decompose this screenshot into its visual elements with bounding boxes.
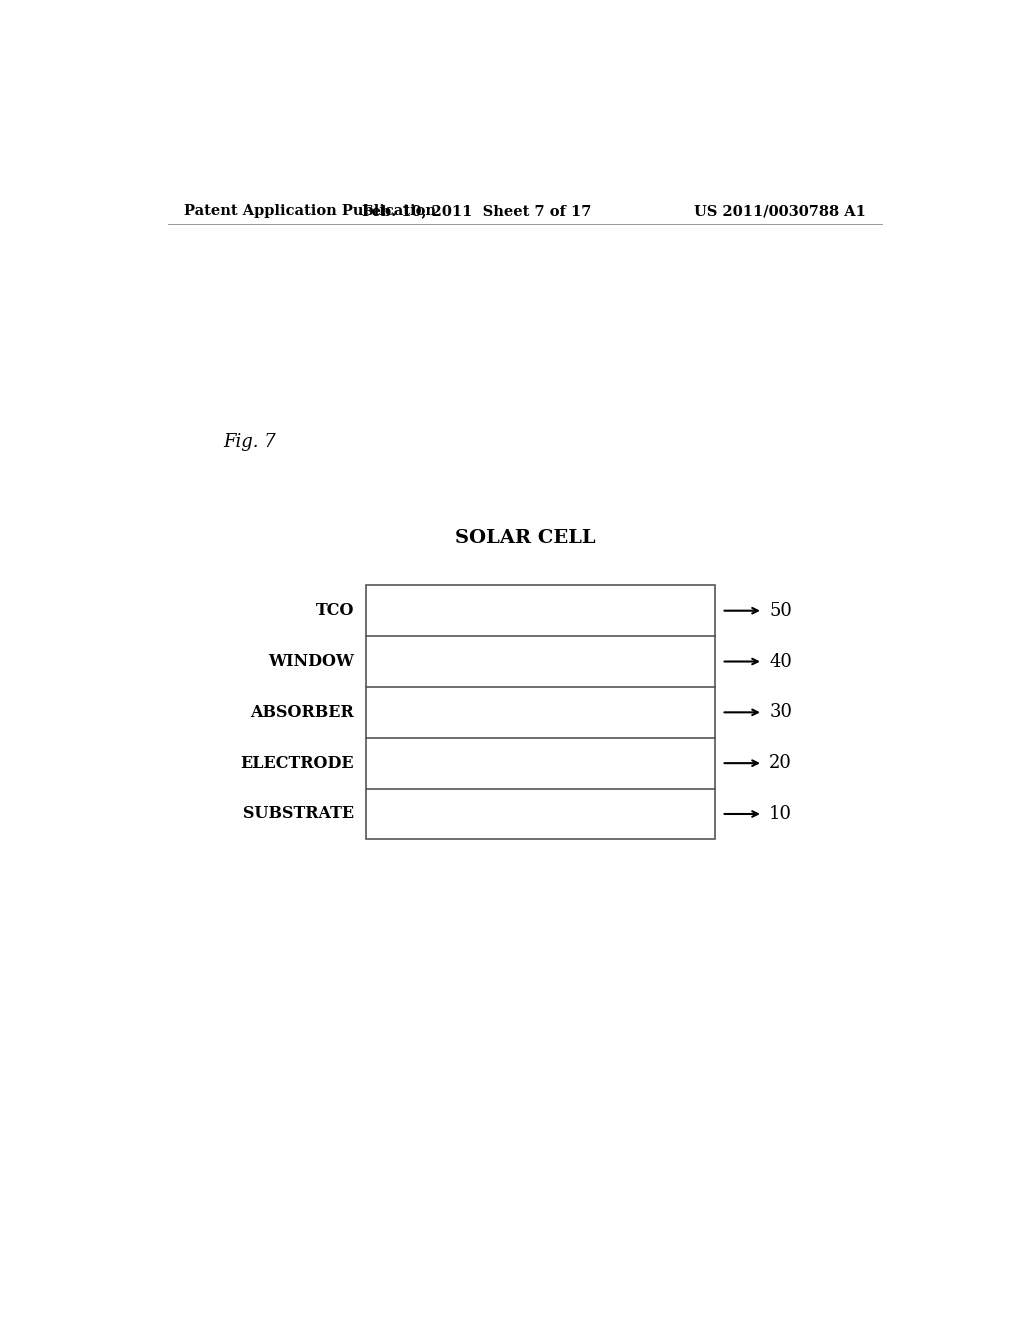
Text: SUBSTRATE: SUBSTRATE — [243, 805, 354, 822]
Text: ELECTRODE: ELECTRODE — [241, 755, 354, 772]
Bar — [367, 585, 715, 840]
Text: SOLAR CELL: SOLAR CELL — [455, 529, 595, 548]
Text: Fig. 7: Fig. 7 — [223, 433, 276, 451]
Text: US 2011/0030788 A1: US 2011/0030788 A1 — [694, 205, 866, 218]
Text: WINDOW: WINDOW — [268, 653, 354, 671]
Text: Patent Application Publication: Patent Application Publication — [183, 205, 435, 218]
Text: 10: 10 — [769, 805, 793, 822]
Text: 30: 30 — [769, 704, 793, 721]
Text: ABSORBER: ABSORBER — [251, 704, 354, 721]
Text: 50: 50 — [769, 602, 793, 619]
Text: 40: 40 — [769, 652, 793, 671]
Text: Feb. 10, 2011  Sheet 7 of 17: Feb. 10, 2011 Sheet 7 of 17 — [362, 205, 592, 218]
Text: 20: 20 — [769, 754, 793, 772]
Text: TCO: TCO — [315, 602, 354, 619]
